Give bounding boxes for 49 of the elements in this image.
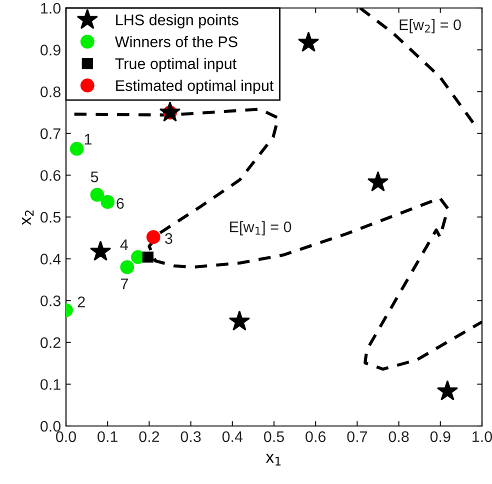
legend-label: True optimal input — [115, 58, 236, 72]
point — [90, 240, 112, 261]
x-tick-label: 0.7 — [347, 431, 368, 442]
x-axis-title: x$_{1}$ — [266, 454, 281, 466]
y-tick-label: 0.2 — [40, 337, 60, 348]
x-tick-label: 0.2 — [139, 431, 160, 442]
annotation: 7 — [120, 278, 128, 290]
point — [120, 260, 134, 274]
point — [90, 188, 104, 202]
legend-label: Estimated optimal input — [116, 80, 274, 94]
y-tick-label: 0.6 — [40, 170, 60, 181]
point — [436, 380, 458, 400]
y-tick-label: 1.0 — [41, 2, 61, 14]
annotation: 4 — [120, 239, 128, 250]
point — [367, 171, 389, 192]
x-tick-label: 0.5 — [264, 431, 284, 442]
annotation: E[w$_{1}$] = 0 — [230, 221, 292, 236]
x-tick-label: 0.6 — [306, 431, 326, 442]
point — [142, 252, 154, 263]
point — [159, 101, 181, 122]
legend-label: LHS design points — [116, 14, 238, 28]
y-tick-label: 0.9 — [40, 44, 60, 56]
y-tick-label: 0.5 — [40, 212, 60, 223]
y-tick-label: 0.7 — [40, 128, 60, 140]
point — [70, 142, 84, 156]
x-tick-label: 0.4 — [222, 431, 243, 442]
annotation: 5 — [90, 172, 98, 182]
point — [298, 32, 320, 52]
x-tick-label: 0.1 — [98, 431, 118, 442]
annotation: 2 — [78, 296, 85, 308]
point — [100, 195, 115, 209]
x-tick-label: 1.0 — [472, 431, 492, 442]
y-tick-label: 0.3 — [40, 295, 60, 306]
y-tick-label: 0.0 — [40, 420, 61, 432]
y-tick-label: 0.1 — [40, 379, 60, 390]
point — [228, 310, 250, 331]
x-tick-label: 0.3 — [180, 431, 201, 442]
legend-label: Winners of the PS — [114, 36, 238, 48]
point — [146, 230, 160, 244]
annotation: 3 — [165, 233, 172, 244]
annotation: 6 — [116, 198, 124, 209]
annotation: E[w$_{2}$] = 0 — [400, 18, 461, 34]
x-tick-label: 0.0 — [56, 431, 76, 442]
y-tick-label: 0.4 — [40, 254, 61, 264]
x-tick-label: 0.9 — [430, 431, 450, 442]
annotation: 1 — [84, 134, 92, 144]
x-tick-label: 0.8 — [388, 431, 409, 442]
y-axis-title: x$_{2}$ — [22, 210, 34, 226]
y-tick-label: 0.8 — [40, 86, 60, 98]
